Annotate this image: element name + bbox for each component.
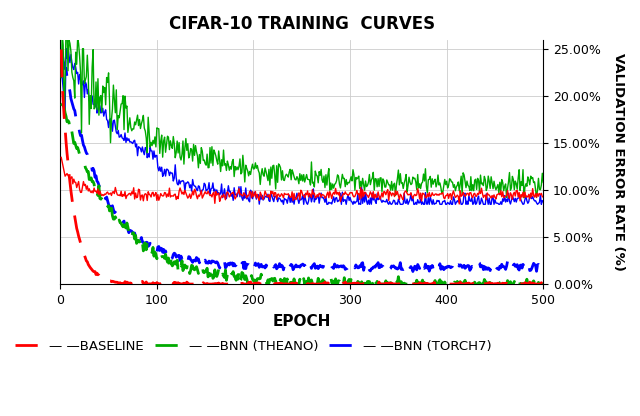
X-axis label: EPOCH: EPOCH — [273, 314, 331, 329]
Legend: — —BASELINE, — —BNN (THEANO), — —BNN (TORCH7): — —BASELINE, — —BNN (THEANO), — —BNN (TO… — [10, 334, 497, 358]
Title: CIFAR-10 TRAINING  CURVES: CIFAR-10 TRAINING CURVES — [169, 15, 435, 33]
Y-axis label: VALIDATION ERROR RATE (%): VALIDATION ERROR RATE (%) — [612, 53, 625, 271]
